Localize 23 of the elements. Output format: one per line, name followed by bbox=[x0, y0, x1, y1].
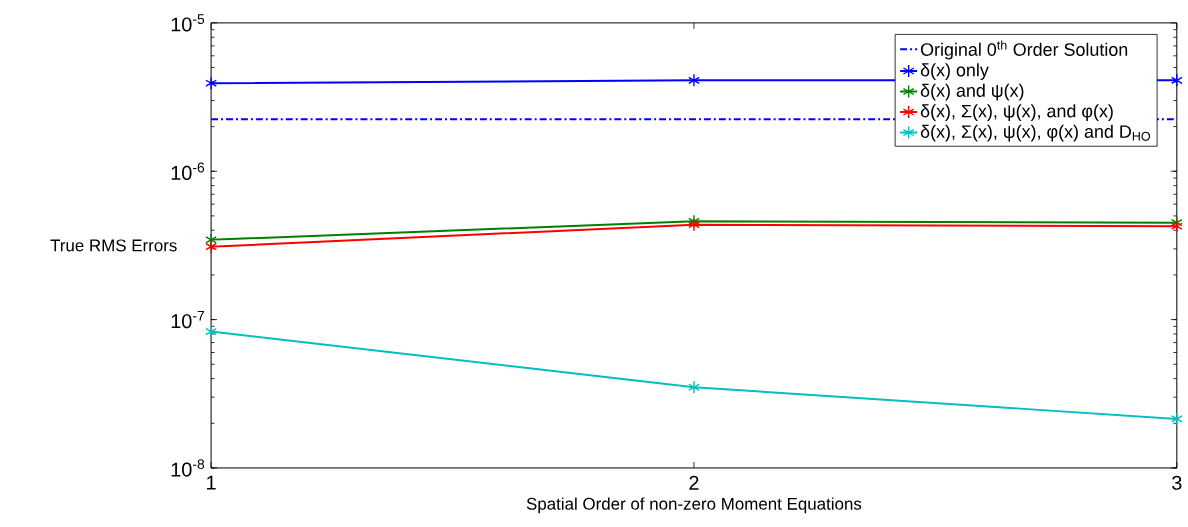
legend-label: δ(x) and ψ(x) bbox=[920, 83, 1024, 101]
legend-label: δ(x), Σ(x), ψ(x), and φ(x) bbox=[920, 104, 1113, 122]
point bbox=[688, 380, 700, 395]
y-axis-title: True RMS Errors bbox=[50, 239, 177, 252]
point bbox=[688, 73, 700, 88]
point bbox=[205, 325, 217, 339]
point bbox=[205, 240, 217, 254]
point bbox=[1170, 73, 1183, 88]
x-axis-title: Spatial Order of non-zero Moment Equations bbox=[526, 497, 862, 514]
point bbox=[1170, 219, 1183, 234]
legend-label: δ(x), Σ(x), ψ(x), φ(x) and D$_{HO}$ bbox=[920, 124, 1151, 142]
y-tick-label: 10$^{-8}$ bbox=[171, 459, 205, 477]
y-tick-label: 10$^{-5}$ bbox=[171, 14, 205, 32]
y-tick-label: 10$^{-6}$ bbox=[171, 162, 205, 181]
y-tick-label: 10$^{-7}$ bbox=[171, 311, 205, 329]
x-tick-label: 3 bbox=[1172, 475, 1182, 491]
point bbox=[688, 218, 700, 232]
x-tick-label: 1 bbox=[207, 475, 216, 490]
x-tick-label: 2 bbox=[689, 475, 699, 490]
legend-label: δ(x) only bbox=[920, 63, 989, 81]
point bbox=[1170, 412, 1183, 426]
point bbox=[205, 76, 217, 91]
legend-label: Original 0$^{th}$ Order Solution bbox=[920, 40, 1128, 60]
